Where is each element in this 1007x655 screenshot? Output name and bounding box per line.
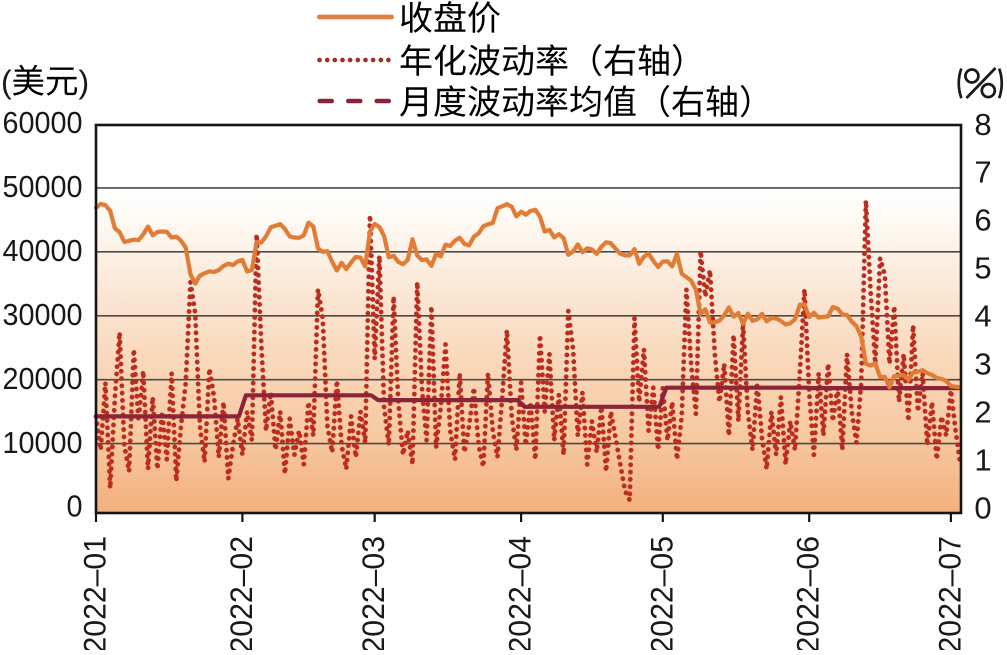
svg-text:2022–05: 2022–05 (643, 536, 679, 650)
svg-text:2: 2 (974, 394, 991, 429)
svg-text:1: 1 (974, 442, 991, 477)
svg-text:2022–06: 2022–06 (790, 536, 826, 650)
svg-text:10000: 10000 (3, 425, 83, 460)
svg-text:2022–02: 2022–02 (223, 536, 259, 650)
svg-text:8: 8 (974, 107, 991, 142)
svg-text:4: 4 (974, 299, 991, 334)
svg-text:3: 3 (974, 347, 991, 382)
svg-text:0: 0 (67, 489, 83, 524)
svg-text:60000: 60000 (3, 105, 83, 140)
svg-text:2022–03: 2022–03 (355, 536, 391, 650)
svg-text:40000: 40000 (3, 233, 83, 268)
svg-text:(: ( (1, 64, 12, 100)
svg-text:30000: 30000 (3, 297, 83, 332)
svg-text:0: 0 (974, 490, 991, 525)
svg-text:5: 5 (974, 251, 991, 286)
svg-text:6: 6 (974, 203, 991, 238)
svg-text:2022–01: 2022–01 (77, 536, 113, 650)
svg-text:): ) (79, 64, 90, 100)
svg-text:2022–04: 2022–04 (502, 536, 538, 650)
svg-text:50000: 50000 (3, 169, 83, 204)
svg-text:7: 7 (974, 155, 991, 190)
svg-text:2022–07: 2022–07 (931, 536, 967, 650)
svg-text:20000: 20000 (3, 361, 83, 396)
